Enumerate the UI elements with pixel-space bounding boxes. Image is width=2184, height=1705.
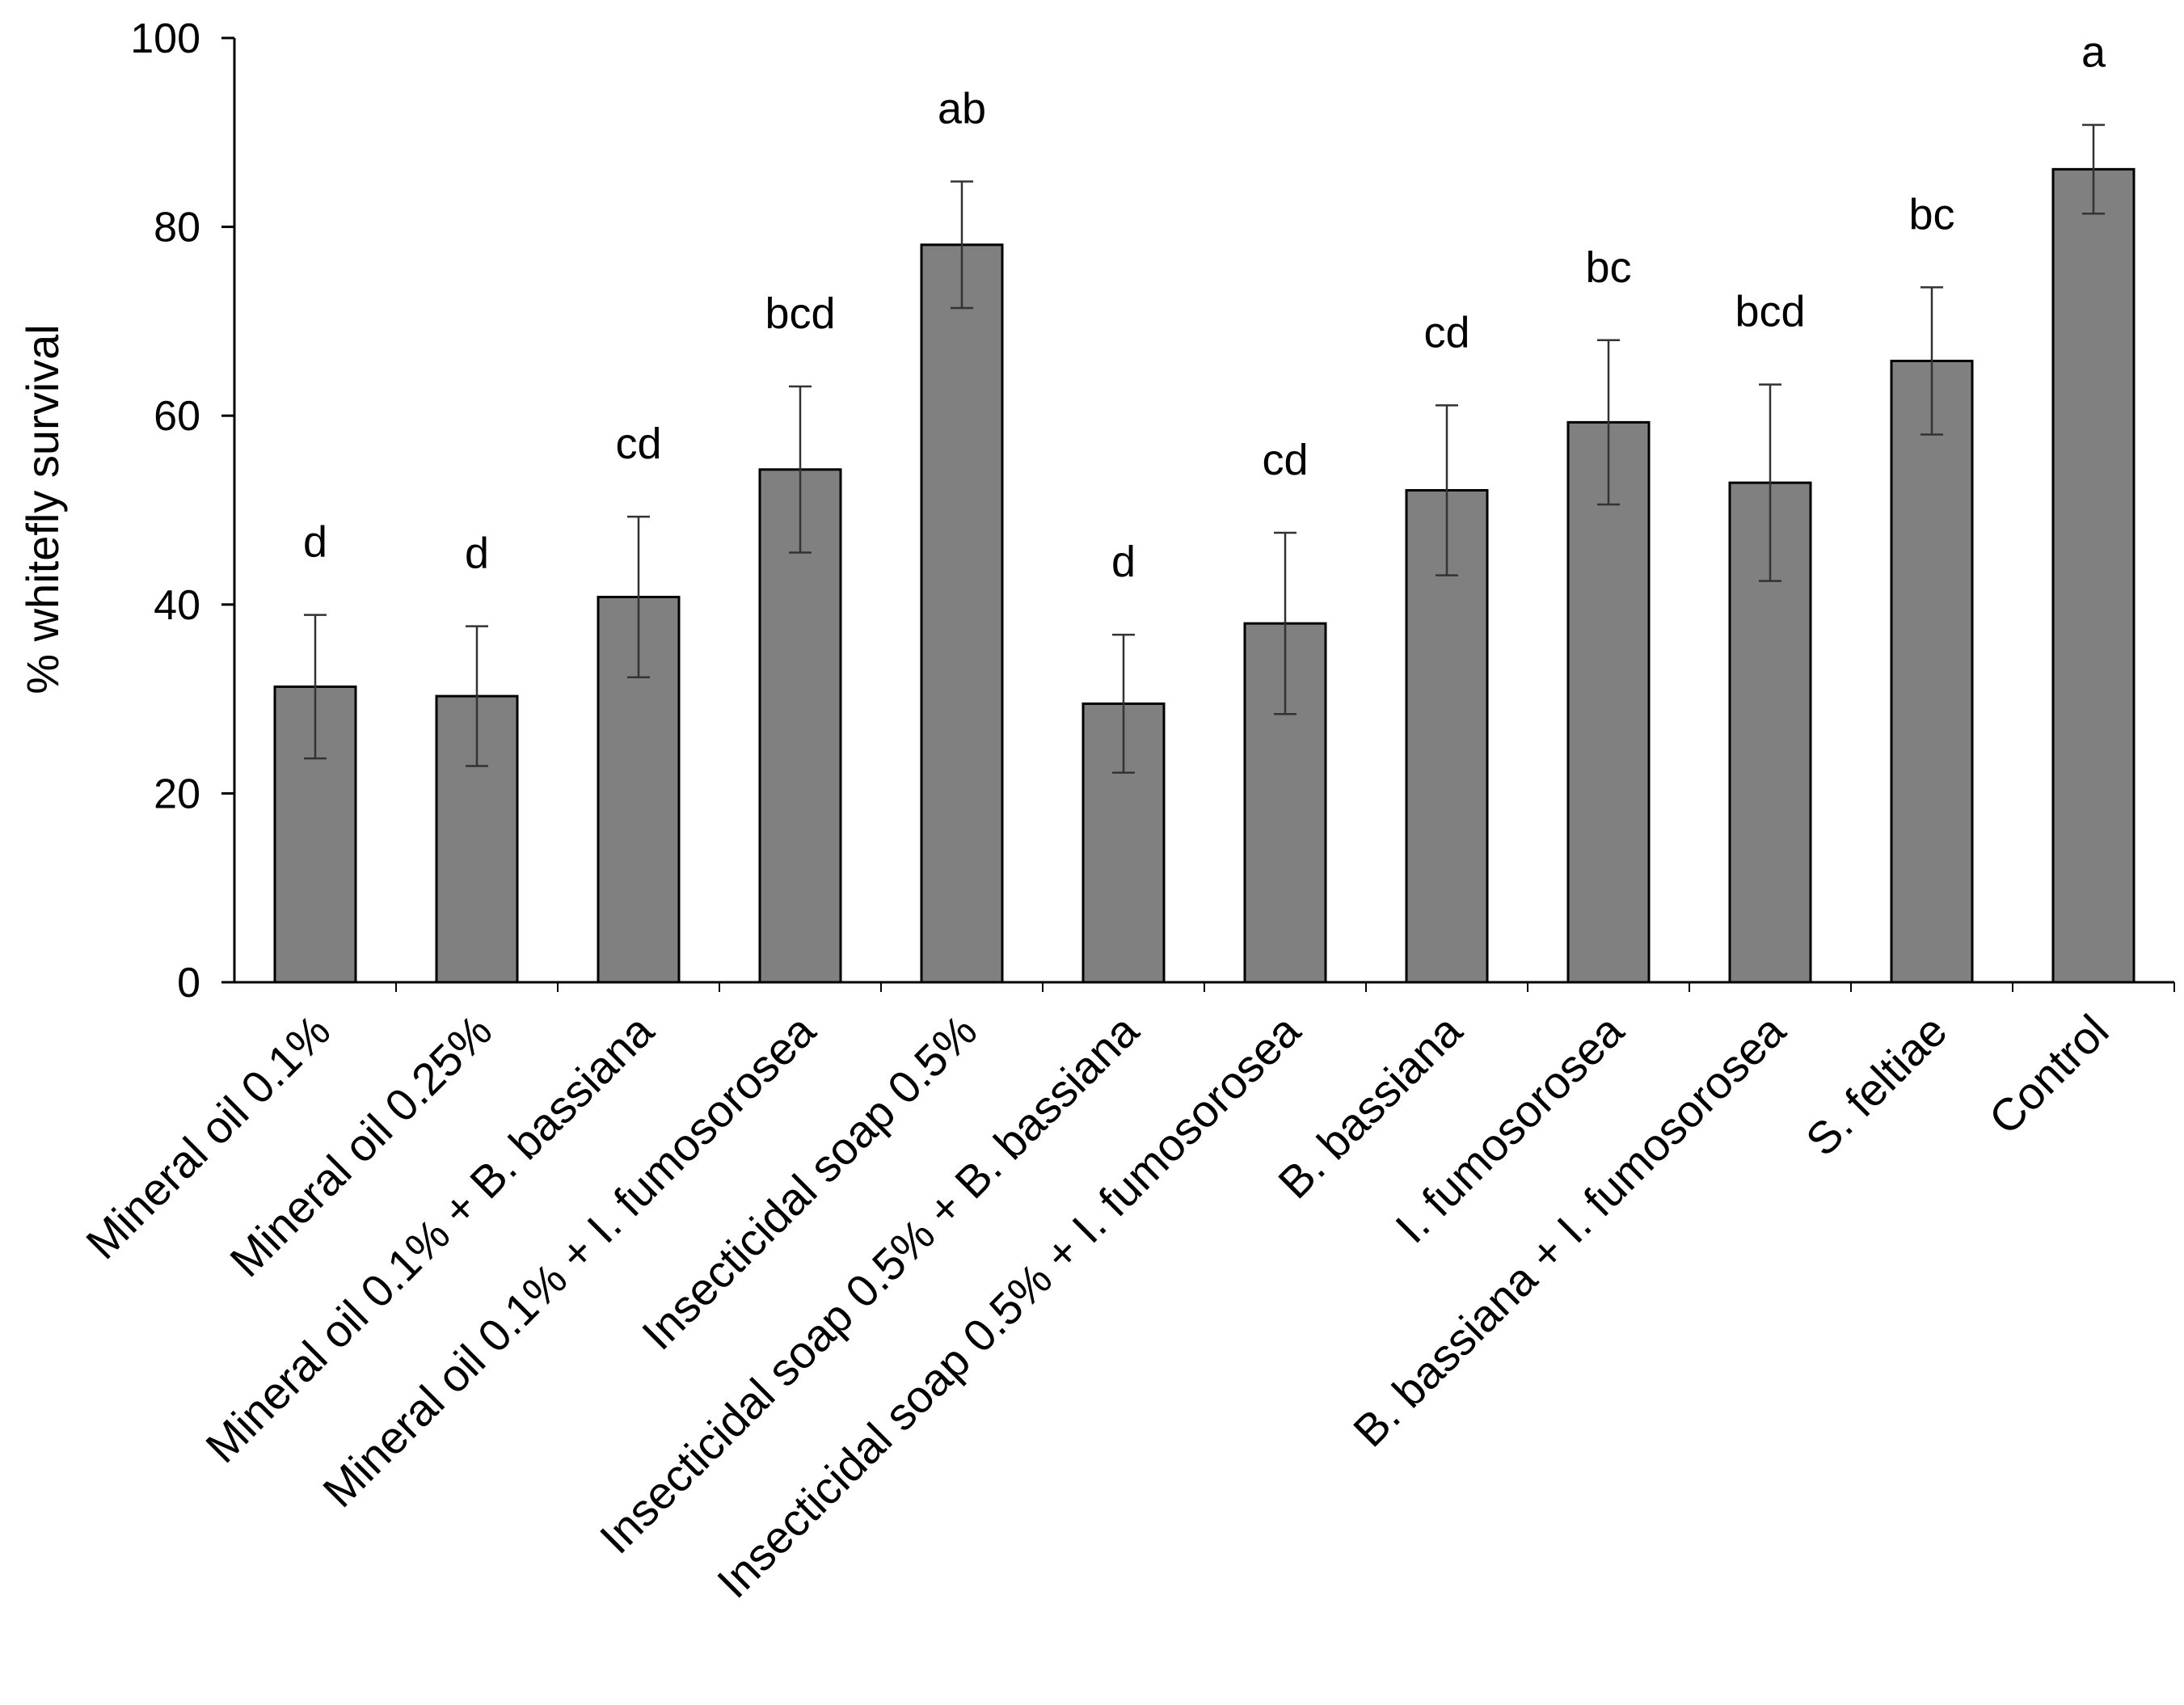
y-tick-label: 0 <box>177 960 200 1007</box>
x-tick-label: Insecticidal soap 0.5% + I. fumosorosea <box>707 1004 1310 1607</box>
significance-letter: d <box>303 518 327 567</box>
significance-letter: bc <box>1908 190 1954 238</box>
y-tick-label: 40 <box>154 582 200 629</box>
significance-letter: cd <box>1423 308 1469 357</box>
significance-letter: ab <box>938 85 986 133</box>
y-axis-label: % whitefly survival <box>17 324 68 694</box>
x-tick-label: Insecticidal soap 0.5% <box>632 1005 987 1360</box>
x-tick-label: S. feltiae <box>1796 1005 1957 1166</box>
y-tick-label: 20 <box>154 770 200 817</box>
significance-letter: a <box>2081 27 2106 76</box>
bar <box>1566 420 1651 984</box>
significance-letter: cd <box>1262 436 1308 484</box>
significance-letter: bcd <box>1735 288 1805 336</box>
significance-letter: bcd <box>765 289 835 338</box>
significance-letter: d <box>465 530 489 578</box>
bar <box>920 243 1004 984</box>
significance-letter: d <box>1111 538 1136 586</box>
y-tick-label: 100 <box>130 15 200 62</box>
bar <box>1890 359 1974 984</box>
y-tick-label: 60 <box>154 393 200 440</box>
x-tick-label: Control <box>1979 1005 2118 1144</box>
y-tick-label: 80 <box>154 205 200 251</box>
significance-letter: bc <box>1585 243 1631 292</box>
significance-letter: cd <box>615 420 661 468</box>
bar <box>2051 167 2136 984</box>
